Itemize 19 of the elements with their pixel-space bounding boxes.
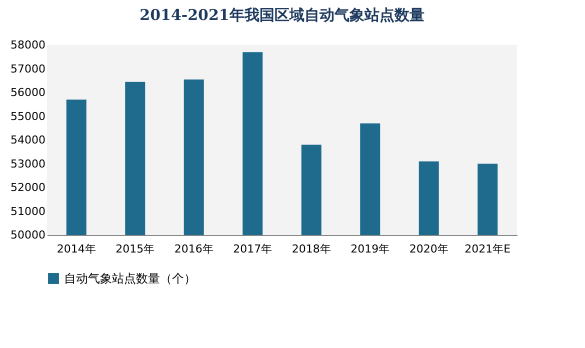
y-tick-label: 51000 xyxy=(10,204,46,218)
x-tick-label: 2020年 xyxy=(409,242,448,256)
legend-label: 自动气象站点数量（个） xyxy=(64,272,196,286)
chart-title: 2014-2021年我国区域自动气象站点数量 xyxy=(140,6,424,24)
y-tick-label: 56000 xyxy=(10,86,46,99)
x-tick-label: 2014年 xyxy=(56,242,96,256)
x-tick-label: 2019年 xyxy=(350,242,390,256)
x-tick-label: 2016年 xyxy=(174,242,214,256)
x-tick-label: 2015年 xyxy=(116,242,155,256)
y-tick-label: 52000 xyxy=(10,181,46,194)
x-tick-label: 2018年 xyxy=(292,242,331,256)
y-tick-label: 55000 xyxy=(10,110,46,123)
x-tick-label: 2021年E xyxy=(464,242,511,256)
y-tick-label: 50000 xyxy=(10,228,46,242)
x-tick-label: 2017年 xyxy=(233,242,272,256)
y-tick-label: 54000 xyxy=(10,134,46,146)
y-tick-label: 53000 xyxy=(10,157,46,170)
y-tick-label: 58000 xyxy=(10,38,46,52)
y-tick-label: 57000 xyxy=(10,62,46,76)
